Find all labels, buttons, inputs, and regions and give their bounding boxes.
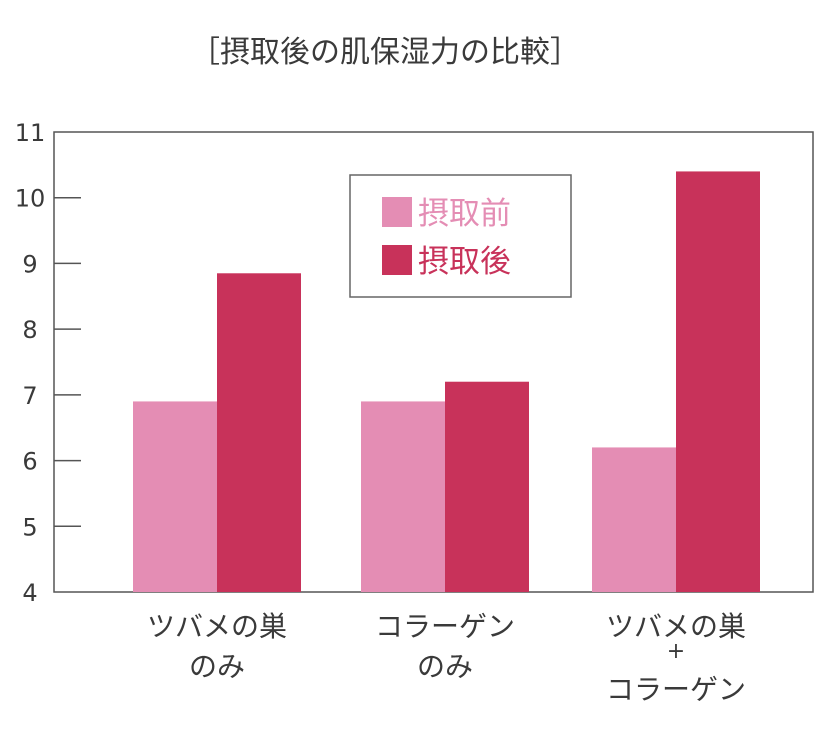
bar-after: [217, 273, 301, 592]
x-category-label: コラーゲン: [375, 610, 515, 643]
x-category-label: コラーゲン: [606, 673, 746, 706]
x-category-label: ツバメの巣: [147, 610, 287, 643]
y-tick-label: 9: [22, 250, 37, 278]
chart-title: ［摂取後の肌保湿力の比較］: [190, 35, 580, 70]
x-category-label: +: [667, 639, 685, 664]
y-tick-label: 7: [22, 382, 37, 410]
legend-label: 摂取前: [418, 196, 511, 232]
bar-before: [592, 447, 676, 592]
bar-after: [676, 171, 760, 592]
y-tick-label: 6: [22, 448, 37, 476]
y-tick-label: 5: [22, 513, 37, 541]
y-tick-label: 4: [22, 579, 37, 607]
bar-after: [445, 381, 529, 592]
y-tick-label: 11: [15, 119, 46, 147]
x-category-label: のみ: [417, 650, 473, 683]
legend-label: 摂取後: [418, 244, 511, 280]
bar-before: [133, 401, 217, 592]
legend-swatch: [382, 197, 412, 227]
legend: [349, 174, 572, 298]
x-category-label: ツバメの巣: [606, 610, 746, 643]
y-tick-label: 10: [15, 185, 46, 213]
legend-swatch: [382, 245, 412, 275]
x-category-label: のみ: [189, 650, 245, 683]
bar-before: [361, 401, 445, 592]
y-tick-label: 8: [22, 316, 37, 344]
